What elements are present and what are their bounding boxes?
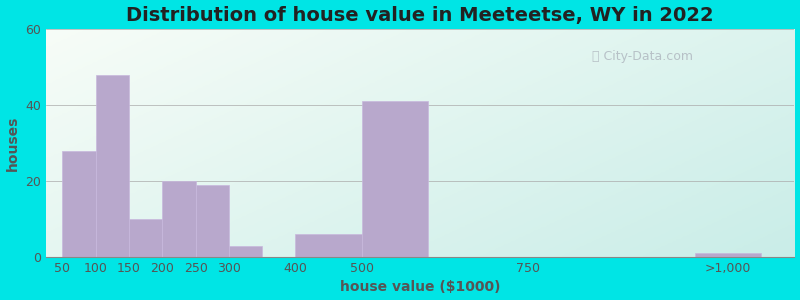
Bar [229,246,262,257]
Bar [96,74,129,257]
Bar [694,253,761,257]
Title: Distribution of house value in Meeteetse, WY in 2022: Distribution of house value in Meeteetse… [126,6,714,25]
Text: ⓘ City-Data.com: ⓘ City-Data.com [592,50,694,63]
Bar [129,219,162,257]
Bar [195,185,229,257]
Bar [295,234,362,257]
Bar [162,181,195,257]
Bar [62,151,96,257]
Y-axis label: houses: houses [6,115,19,171]
X-axis label: house value ($1000): house value ($1000) [340,280,500,294]
Bar [362,101,429,257]
